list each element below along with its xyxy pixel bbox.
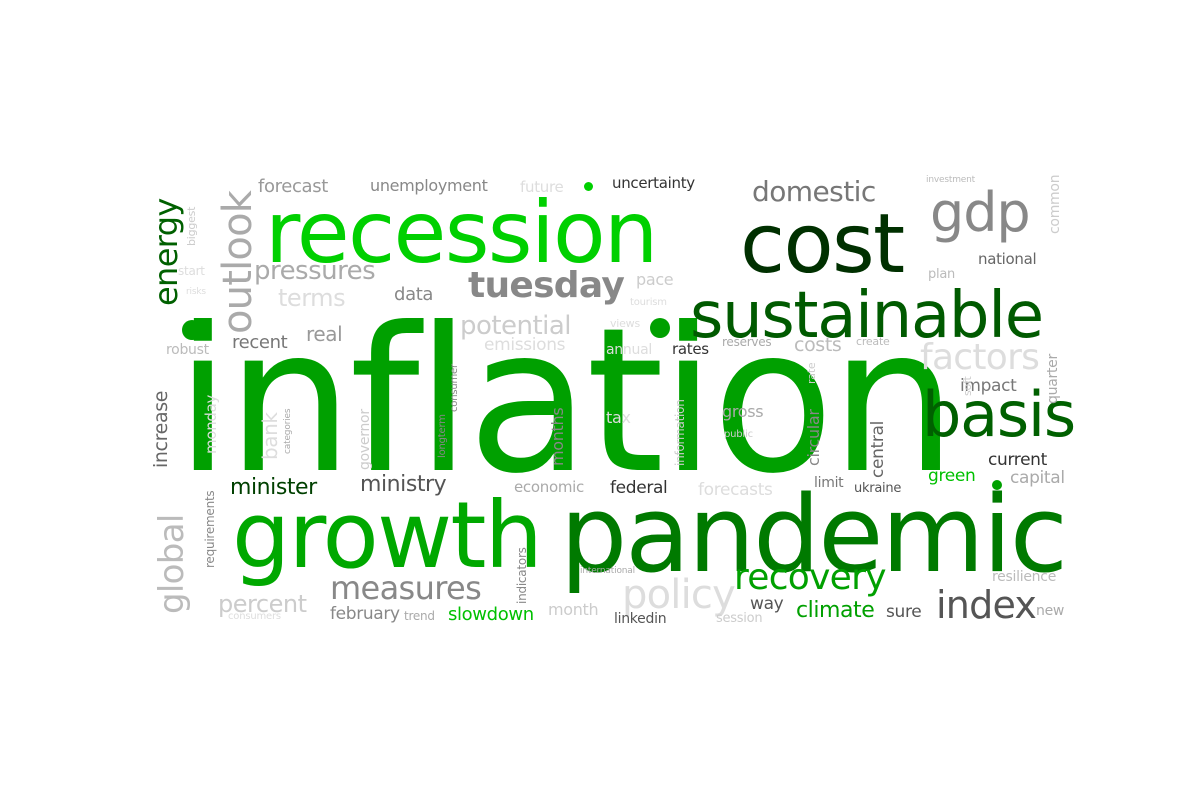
- word-months: months: [548, 407, 567, 466]
- word-month: month: [548, 600, 599, 619]
- word-real: real: [306, 322, 343, 346]
- word-recovery: recovery: [734, 557, 887, 598]
- word-pace: pace: [636, 270, 674, 289]
- word-trend: trend: [404, 609, 435, 623]
- word-costs: costs: [794, 334, 842, 356]
- word-federal: federal: [610, 478, 668, 498]
- word-public: gross: [722, 402, 764, 421]
- word-growth: growth: [232, 482, 543, 589]
- word-gdp: gdp: [930, 181, 1031, 244]
- word-factors: factors: [920, 337, 1040, 378]
- word-increase: increase: [150, 390, 172, 468]
- word-emissions: emissions: [484, 335, 566, 355]
- word-february: february: [330, 604, 400, 624]
- word-circular: circular: [804, 409, 823, 466]
- word-green: green: [928, 466, 976, 486]
- word-recession: recession: [265, 183, 658, 283]
- word-energy: energy: [147, 198, 185, 306]
- word-annual: annual: [606, 342, 652, 358]
- word-index: index: [936, 583, 1037, 627]
- word-indicators: indicators: [515, 547, 529, 604]
- word-measures: measures: [330, 569, 482, 607]
- word-potential: potential: [460, 311, 572, 341]
- word-bank: bank: [258, 412, 282, 460]
- word-requirements: requirements: [203, 490, 217, 568]
- word-linkedin: linkedin: [614, 611, 667, 627]
- word-domestic: domestic: [752, 175, 876, 208]
- word-categories: categories: [283, 408, 293, 454]
- word-reserves: reserves: [722, 335, 772, 349]
- word-uncertainty: uncertainty: [612, 174, 695, 192]
- word-basis: basis: [922, 378, 1076, 451]
- word-percent: percent: [218, 590, 307, 618]
- word-slowdown: slowdown: [448, 604, 534, 625]
- word-ukraine: ukraine: [854, 481, 902, 496]
- word-resilience: resilience: [992, 569, 1057, 585]
- word-outlook: outlook: [215, 190, 261, 334]
- dot-marker: [182, 320, 202, 340]
- word-quarter: quarter: [1045, 354, 1061, 404]
- word-gross: tax: [606, 408, 631, 427]
- word-rate: rate: [805, 362, 818, 384]
- word-current: current: [988, 450, 1047, 470]
- word-rates: rates: [672, 340, 709, 358]
- word-new: new: [1036, 603, 1065, 619]
- word-investment: investment: [926, 175, 976, 185]
- word-consumers: consumers: [228, 611, 281, 622]
- word-risks: risks: [186, 287, 206, 297]
- word-forecast: forecast: [258, 176, 328, 197]
- word-views: views: [610, 317, 640, 330]
- word-climate: climate: [796, 598, 875, 623]
- word-sustainable: sustainable: [690, 279, 1044, 353]
- word-policy: policy: [622, 572, 736, 618]
- word-inflation: inflation: [175, 285, 957, 518]
- word-way: way: [750, 594, 784, 614]
- word-consumer: consumer: [449, 364, 460, 412]
- word-cost: cost: [740, 197, 905, 292]
- word-soft: soft: [961, 376, 974, 396]
- word-tuesday: tuesday: [468, 265, 625, 306]
- word-national: national: [978, 250, 1037, 268]
- word-sure: sure: [886, 602, 922, 622]
- word-international: international: [580, 566, 635, 576]
- word-monday: monday: [202, 394, 220, 454]
- word-plan: plan: [928, 267, 956, 282]
- word-governor: governor: [357, 409, 373, 470]
- word-terms: terms: [278, 284, 346, 312]
- word-minister: minister: [230, 475, 317, 500]
- dot-marker: [992, 480, 1002, 490]
- word-future: future: [520, 178, 564, 196]
- word-longterm: longterm: [437, 414, 448, 458]
- word-ministry: ministry: [360, 472, 447, 497]
- word-forecasts: forecasts: [698, 480, 773, 500]
- word-unemployment: unemployment: [370, 176, 488, 195]
- word-start: start: [178, 264, 205, 278]
- dot-marker: [650, 318, 670, 338]
- word-economic: economic: [514, 478, 584, 496]
- word-global: global: [152, 514, 192, 614]
- word-create: create: [856, 335, 890, 348]
- word-common: common: [1047, 174, 1063, 234]
- dot-marker: [584, 182, 593, 191]
- word-data: data: [394, 284, 434, 305]
- word-session: session: [716, 611, 763, 626]
- word-fiscal: public: [724, 429, 753, 440]
- word-biggest: biggest: [185, 206, 198, 246]
- word-limit: limit: [814, 475, 844, 491]
- word-information: information: [673, 399, 687, 466]
- word-robust: robust: [166, 342, 209, 358]
- word-tourism: tourism: [630, 297, 667, 308]
- word-pandemic: pandemic: [560, 473, 1068, 596]
- word-impact: impact: [960, 376, 1017, 396]
- word-central: central: [868, 421, 888, 478]
- word-capital: capital: [1010, 468, 1065, 488]
- word-recent: recent: [232, 332, 288, 353]
- word-pressures: pressures: [254, 256, 376, 286]
